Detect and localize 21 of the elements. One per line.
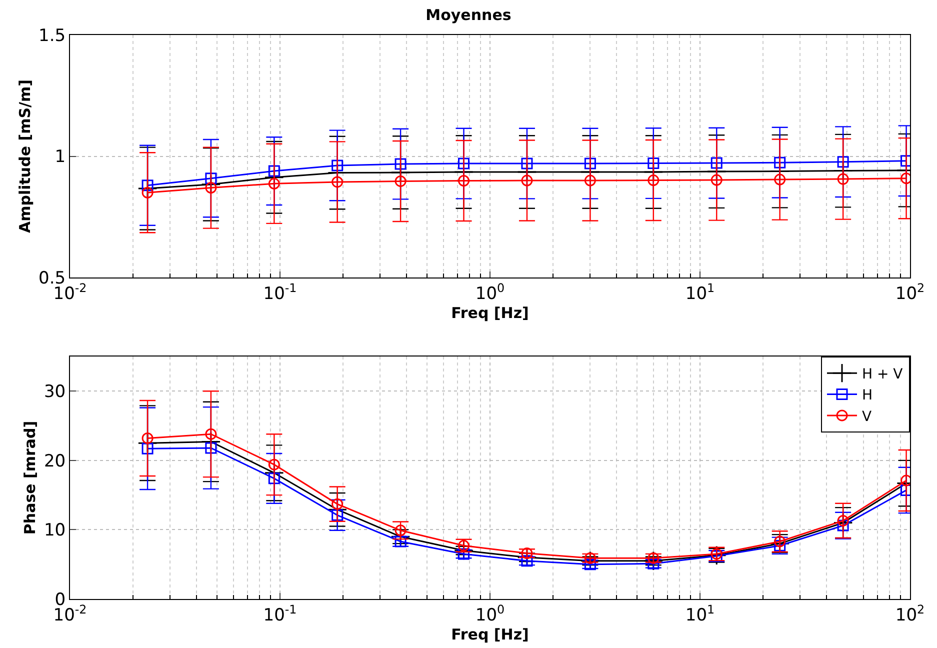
legend-label: H + V (862, 366, 904, 383)
x-tick-label: 10$^{1}$ (685, 280, 715, 304)
x-tick-label: 10$^{-1}$ (263, 280, 297, 304)
y-tick-label: 1.5 (38, 26, 66, 46)
y-tick-label: 10 (44, 520, 66, 541)
x-tick-label: 10$^{2}$ (895, 280, 925, 304)
x-tick-label: 10$^{0}$ (475, 602, 505, 626)
y-axis-title: Phase [mrad] (21, 420, 40, 535)
y-tick-label: 1 (54, 147, 66, 168)
y-tick-label: 20 (44, 451, 66, 472)
legend-label: V (862, 408, 872, 425)
chart-title: Moyennes (426, 6, 512, 24)
x-tick-label: 10$^{1}$ (685, 602, 715, 626)
legend-label: H (862, 388, 873, 404)
x-axis-title: Freq [Hz] (451, 304, 529, 322)
x-tick-label: 10$^{-1}$ (263, 602, 297, 626)
y-axis-title: Amplitude [mS/m] (16, 80, 34, 234)
x-tick-label: 10$^{2}$ (895, 602, 925, 626)
y-tick-label: 30 (44, 382, 66, 402)
x-axis-title: Freq [Hz] (451, 625, 529, 644)
x-tick-label: 10$^{0}$ (475, 280, 505, 304)
